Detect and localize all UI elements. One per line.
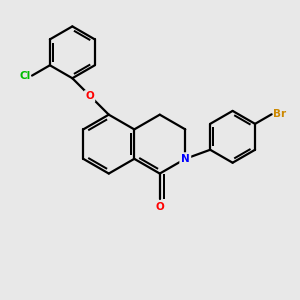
Text: O: O (85, 92, 94, 101)
Text: O: O (155, 202, 164, 212)
Text: Cl: Cl (19, 70, 30, 81)
Text: Br: Br (273, 109, 286, 119)
Text: N: N (181, 154, 190, 164)
